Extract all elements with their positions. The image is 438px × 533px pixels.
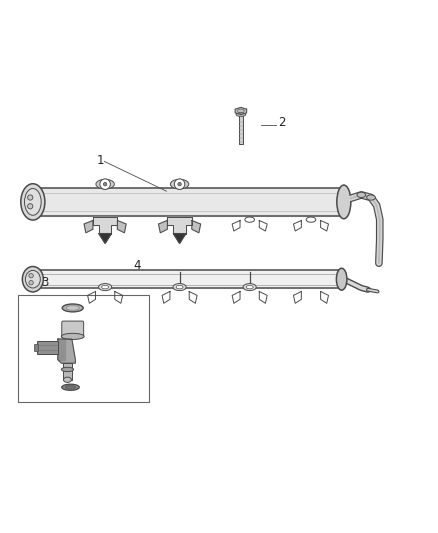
Text: 2: 2 bbox=[278, 116, 286, 130]
Text: 4: 4 bbox=[134, 259, 141, 272]
Ellipse shape bbox=[64, 377, 71, 382]
Ellipse shape bbox=[22, 266, 43, 292]
Polygon shape bbox=[235, 107, 247, 115]
Polygon shape bbox=[58, 339, 75, 363]
Ellipse shape bbox=[61, 367, 74, 372]
Ellipse shape bbox=[62, 384, 79, 390]
Polygon shape bbox=[99, 233, 111, 243]
Polygon shape bbox=[117, 221, 126, 233]
Ellipse shape bbox=[25, 189, 41, 215]
Ellipse shape bbox=[96, 179, 114, 189]
Polygon shape bbox=[93, 217, 117, 233]
Polygon shape bbox=[173, 233, 186, 243]
Ellipse shape bbox=[62, 304, 83, 312]
Circle shape bbox=[103, 182, 107, 186]
Text: 1: 1 bbox=[96, 154, 104, 167]
Polygon shape bbox=[167, 217, 192, 233]
Circle shape bbox=[28, 204, 33, 209]
Ellipse shape bbox=[99, 284, 112, 290]
Ellipse shape bbox=[357, 192, 366, 198]
Bar bbox=[239, 116, 243, 144]
Ellipse shape bbox=[21, 184, 45, 220]
Ellipse shape bbox=[337, 185, 351, 219]
Ellipse shape bbox=[173, 284, 186, 290]
Ellipse shape bbox=[243, 284, 256, 290]
Circle shape bbox=[100, 179, 110, 189]
Polygon shape bbox=[192, 221, 201, 233]
Ellipse shape bbox=[65, 385, 76, 389]
Circle shape bbox=[29, 280, 33, 285]
Ellipse shape bbox=[246, 285, 253, 289]
Ellipse shape bbox=[61, 333, 84, 340]
Ellipse shape bbox=[25, 270, 40, 288]
Circle shape bbox=[178, 182, 181, 186]
Circle shape bbox=[28, 195, 33, 200]
Circle shape bbox=[29, 273, 33, 278]
Polygon shape bbox=[58, 339, 65, 360]
Ellipse shape bbox=[176, 285, 183, 289]
FancyBboxPatch shape bbox=[62, 321, 84, 338]
Polygon shape bbox=[159, 221, 167, 233]
Text: 3: 3 bbox=[42, 276, 49, 289]
Circle shape bbox=[174, 179, 185, 189]
Ellipse shape bbox=[102, 285, 109, 289]
Bar bbox=[34, 344, 38, 351]
Bar bbox=[18, 295, 149, 402]
Ellipse shape bbox=[236, 113, 246, 116]
Ellipse shape bbox=[170, 179, 189, 189]
Polygon shape bbox=[84, 221, 93, 233]
Bar bbox=[37, 341, 58, 354]
Ellipse shape bbox=[66, 306, 79, 310]
Bar bbox=[63, 363, 72, 380]
Ellipse shape bbox=[336, 268, 347, 290]
Ellipse shape bbox=[367, 195, 375, 200]
